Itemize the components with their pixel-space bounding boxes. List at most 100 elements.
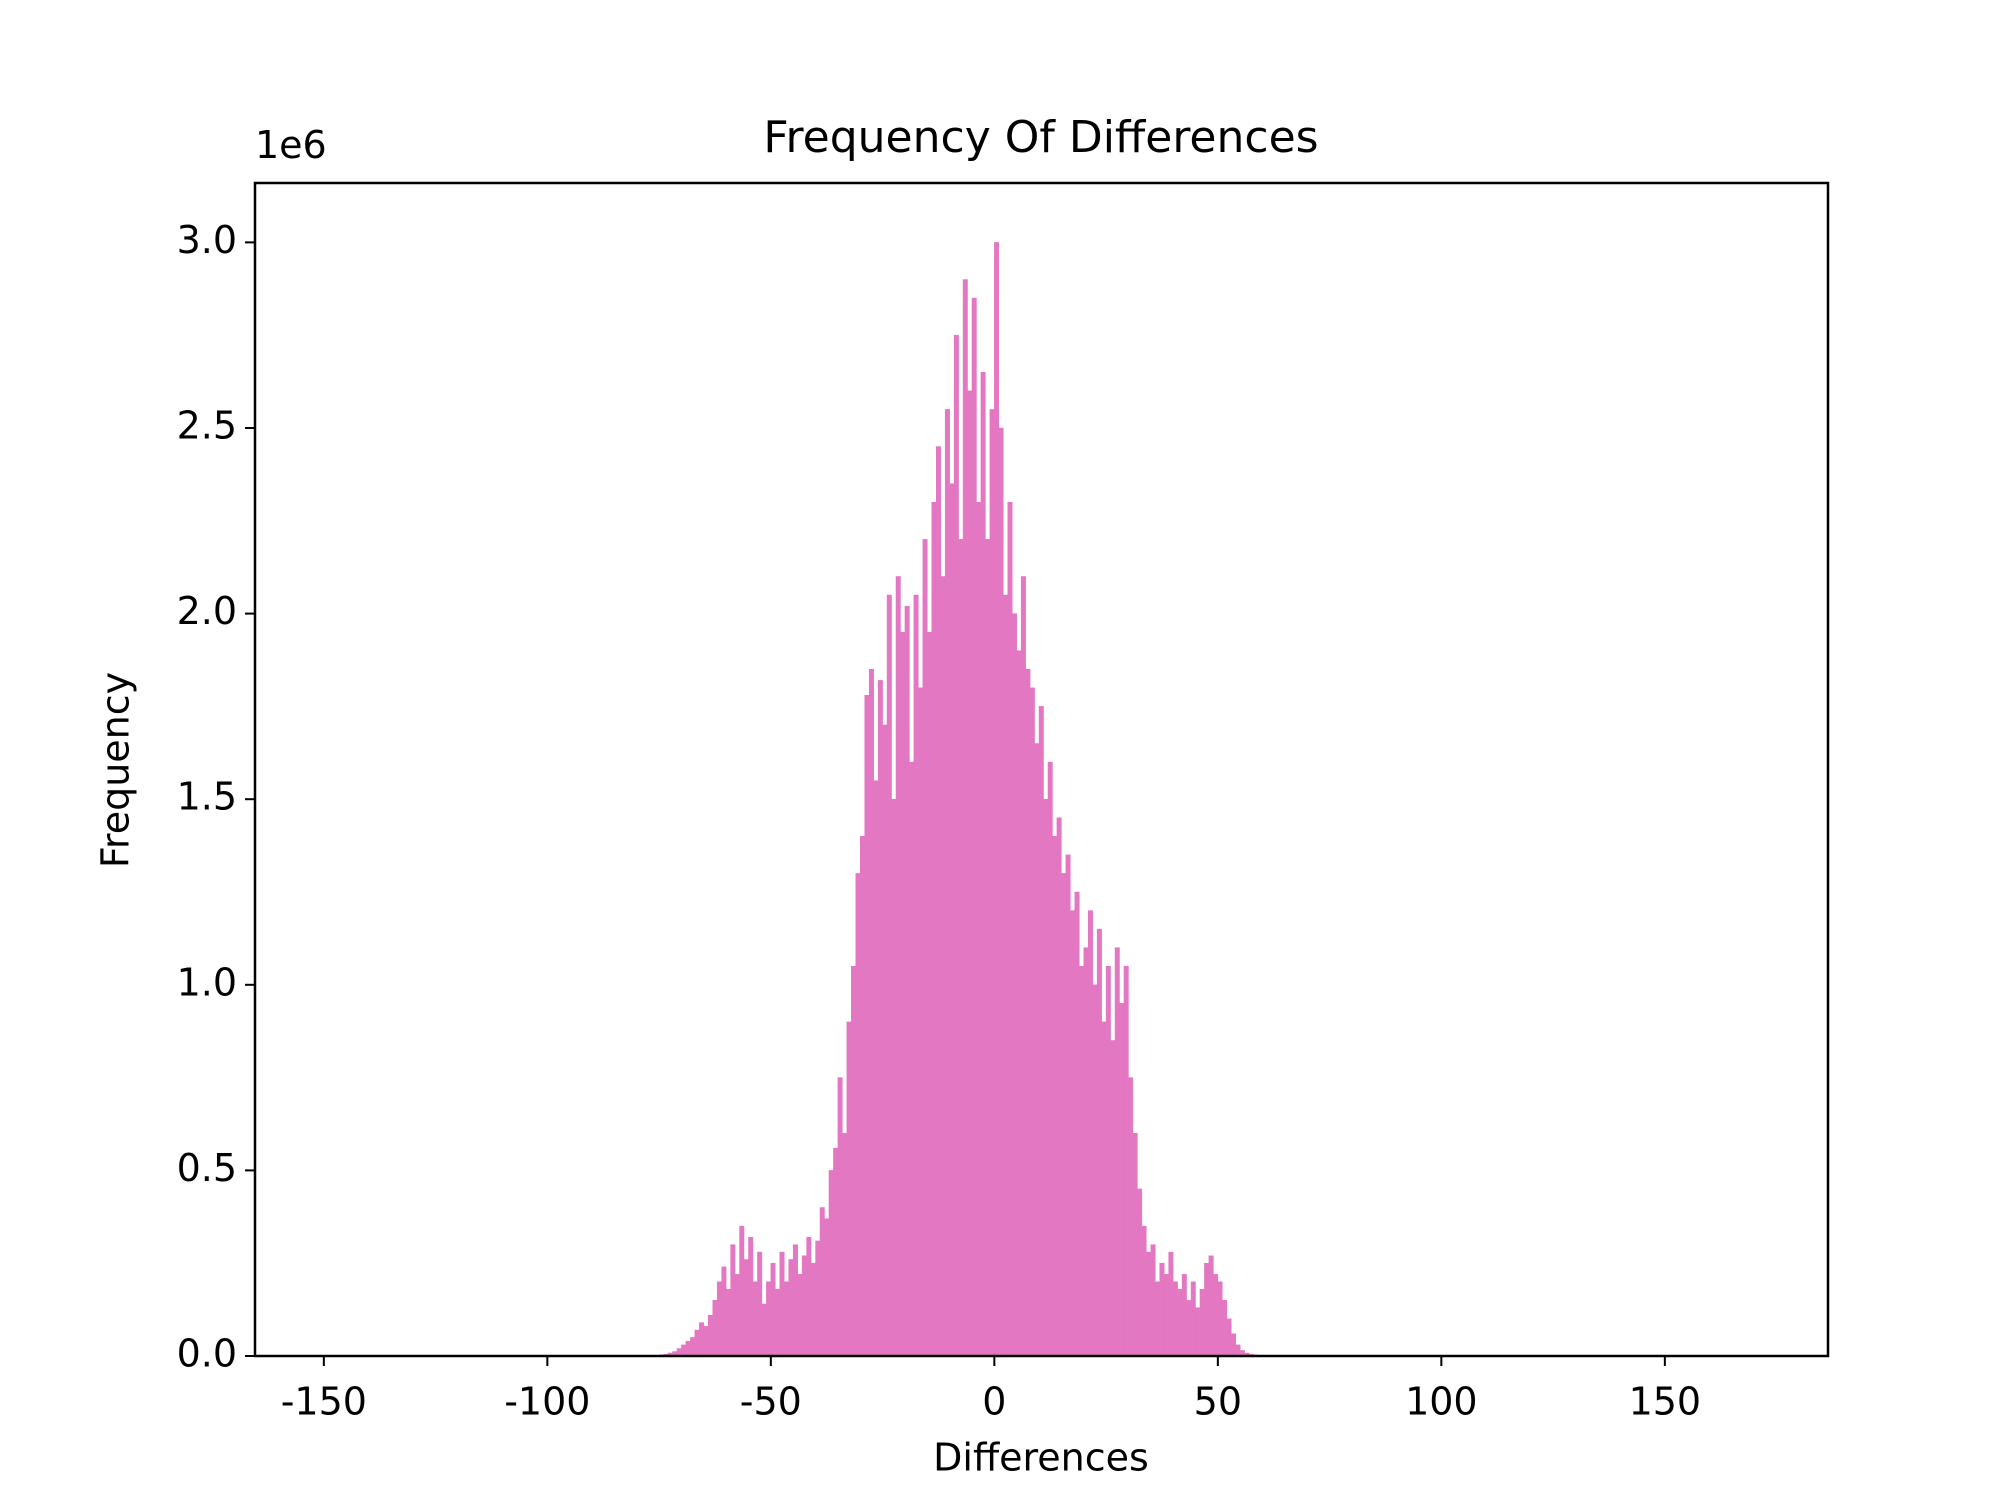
bar [789, 1259, 793, 1356]
bar [851, 966, 855, 1356]
bar [1021, 576, 1025, 1356]
y-tick-label: 1.0 [177, 960, 237, 1004]
bar [807, 1237, 811, 1356]
bar [1178, 1289, 1182, 1356]
bar [753, 1282, 757, 1356]
bar [842, 1133, 846, 1356]
bar [1061, 873, 1065, 1356]
bar [722, 1267, 726, 1356]
bar [1173, 1282, 1177, 1356]
bar [717, 1282, 721, 1356]
y-tick-label: 1.5 [177, 775, 237, 819]
bar [900, 632, 904, 1356]
bar [1142, 1226, 1146, 1356]
bar [1070, 911, 1074, 1356]
bar [1191, 1282, 1195, 1356]
bar [1195, 1308, 1199, 1356]
bar [699, 1323, 703, 1356]
x-tick-label: 0 [982, 1380, 1006, 1424]
bar [1093, 985, 1097, 1356]
bar [1075, 892, 1079, 1356]
bar [1008, 502, 1012, 1356]
bar [1066, 855, 1070, 1356]
bar [690, 1337, 694, 1356]
bar [1222, 1300, 1226, 1356]
bar [927, 632, 931, 1356]
bar [1115, 948, 1119, 1356]
bar [941, 576, 945, 1356]
y-tick-label: 0.0 [177, 1332, 237, 1376]
bar [708, 1315, 712, 1356]
bar [1097, 929, 1101, 1356]
bar [798, 1274, 802, 1356]
bar [869, 669, 873, 1356]
bar [856, 873, 860, 1356]
bar [1200, 1289, 1204, 1356]
bar [1227, 1319, 1231, 1356]
x-tick-label: -50 [740, 1380, 802, 1424]
bar [887, 595, 891, 1356]
bar [731, 1245, 735, 1356]
bar [1079, 966, 1083, 1356]
y-axis-label: Frequency [94, 672, 138, 868]
bar [766, 1282, 770, 1356]
x-axis-label: Differences [933, 1436, 1149, 1480]
bar [1102, 1022, 1106, 1356]
bar [1111, 1040, 1115, 1356]
bar [735, 1274, 739, 1356]
bar [1151, 1245, 1155, 1356]
bar [1204, 1263, 1208, 1356]
bar [811, 1263, 815, 1356]
bar [1017, 651, 1021, 1356]
x-tick-label: -100 [504, 1380, 590, 1424]
bar [985, 539, 989, 1356]
bar [1052, 836, 1056, 1356]
bar [963, 280, 967, 1356]
bar [686, 1341, 690, 1356]
bar [704, 1326, 708, 1356]
bar [1120, 1003, 1124, 1356]
bar [918, 688, 922, 1356]
bar [1084, 948, 1088, 1356]
bar [1088, 911, 1092, 1356]
bar [976, 502, 980, 1356]
bar [1169, 1252, 1173, 1356]
bar [936, 447, 940, 1356]
bar [820, 1208, 824, 1356]
bar [865, 695, 869, 1356]
bar [981, 372, 985, 1356]
bar [1209, 1256, 1213, 1356]
bar [847, 1022, 851, 1356]
bar [1035, 744, 1039, 1356]
bar [909, 762, 913, 1356]
bar [914, 595, 918, 1356]
bar [1164, 1274, 1168, 1356]
bar [878, 680, 882, 1356]
bar [1160, 1263, 1164, 1356]
bar [1039, 706, 1043, 1356]
bar [802, 1256, 806, 1356]
bar [1044, 799, 1048, 1356]
x-tick-label: 100 [1405, 1380, 1478, 1424]
bar [994, 242, 998, 1356]
bar [972, 298, 976, 1356]
chart-title: Frequency Of Differences [763, 112, 1318, 163]
bar [883, 725, 887, 1356]
y-tick-label: 3.0 [177, 218, 237, 262]
bar [1030, 688, 1034, 1356]
bar [860, 836, 864, 1356]
bar [793, 1245, 797, 1356]
bar [990, 409, 994, 1356]
bar [1137, 1189, 1141, 1356]
bar [740, 1226, 744, 1356]
bar [945, 409, 949, 1356]
bar [954, 335, 958, 1356]
x-tick-label: 50 [1194, 1380, 1242, 1424]
bar [757, 1252, 761, 1356]
bar [762, 1304, 766, 1356]
bar [780, 1252, 784, 1356]
bar [1128, 1078, 1132, 1356]
bar [1187, 1300, 1191, 1356]
